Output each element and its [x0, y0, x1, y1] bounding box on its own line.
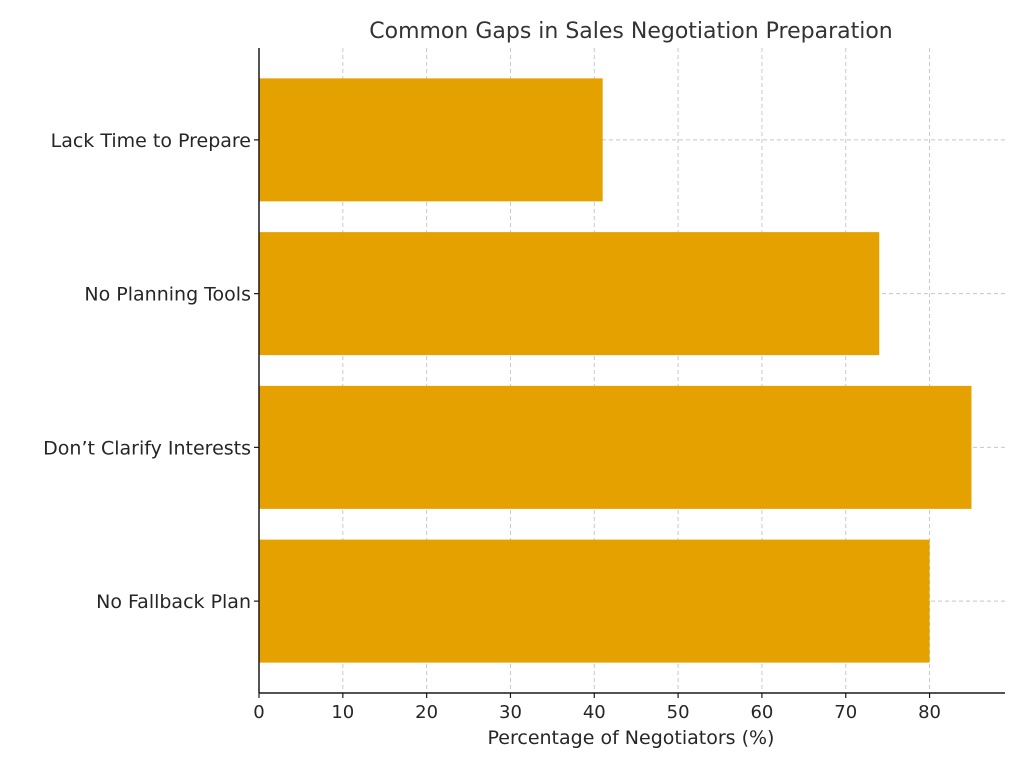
x-tick-label: 30: [499, 702, 522, 723]
y-tick-label: Lack Time to Prepare: [51, 130, 251, 152]
x-tick-label: 0: [253, 702, 264, 723]
bar: [259, 232, 880, 356]
y-tick-labels: Lack Time to Prepare No Planning Tools Don…: [43, 130, 259, 613]
bar: [259, 539, 930, 663]
y-tick-label: No Fallback Plan: [96, 591, 251, 613]
x-axis-label: Percentage of Negotiators (%): [488, 727, 775, 749]
x-tick-label: 50: [667, 702, 690, 723]
axes: [258, 48, 1005, 694]
x-tick-label: 60: [750, 702, 773, 723]
x-tick-label: 80: [918, 702, 941, 723]
x-tick-label: 10: [331, 702, 354, 723]
chart-title: Common Gaps in Sales Negotiation Prepara…: [369, 19, 893, 44]
y-tick-label: No Planning Tools: [84, 284, 251, 306]
x-ticks: 0 10 20 30 40 50 60 70 80: [253, 693, 941, 723]
y-tick-label: Don’t Clarify Interests: [43, 437, 251, 459]
x-tick-label: 20: [415, 702, 438, 723]
bar: [259, 78, 603, 202]
bars: [259, 78, 972, 663]
bar: [259, 385, 972, 509]
x-tick-label: 40: [583, 702, 606, 723]
x-tick-label: 70: [834, 702, 857, 723]
